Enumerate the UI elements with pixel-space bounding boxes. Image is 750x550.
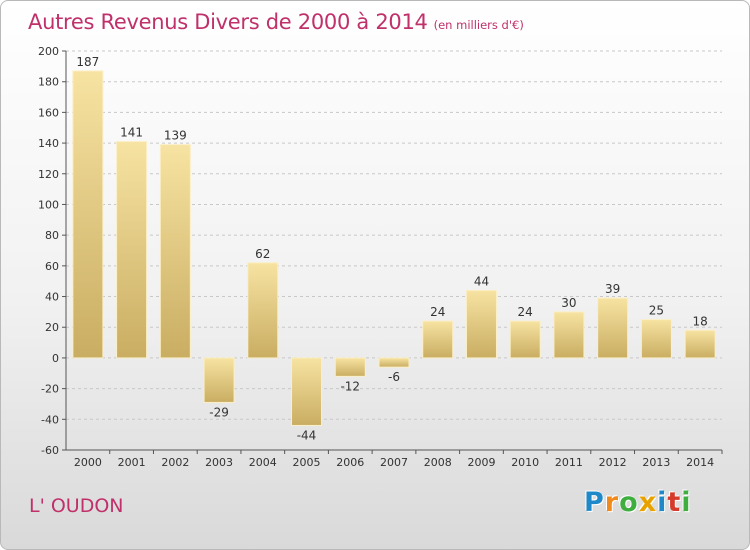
data-label: 18 bbox=[692, 314, 707, 328]
bar-2014 bbox=[684, 329, 716, 359]
x-tick-label: 2005 bbox=[293, 456, 321, 469]
bar-2006 bbox=[334, 357, 366, 377]
data-labels: 187 141 139 -29 62 -44 -12 -6 24 44 24 30 39 25 18 bbox=[76, 55, 707, 442]
bar-2011 bbox=[553, 311, 585, 359]
logo-letter: o bbox=[619, 487, 639, 518]
y-tick-label: 160 bbox=[38, 106, 59, 119]
chart-title: Autres Revenus Divers de 2000 à 2014 (en … bbox=[28, 10, 524, 34]
data-label: 139 bbox=[164, 129, 187, 143]
y-tick-label: 20 bbox=[45, 321, 59, 334]
y-tick-label: 0 bbox=[52, 352, 59, 365]
y-tick-label: 100 bbox=[38, 198, 59, 211]
y-tick-label: 80 bbox=[45, 229, 59, 242]
x-tick-label: 2003 bbox=[205, 456, 233, 469]
x-tick-label: 2009 bbox=[467, 456, 495, 469]
bar-2004 bbox=[247, 262, 279, 359]
x-tick-label: 2002 bbox=[161, 456, 189, 469]
logo-letter: t bbox=[667, 487, 682, 518]
x-tick-label: 2007 bbox=[380, 456, 408, 469]
data-label: -44 bbox=[297, 428, 317, 442]
y-tick-label: -60 bbox=[41, 444, 59, 457]
x-tick-label: 2012 bbox=[599, 456, 627, 469]
data-label: -6 bbox=[388, 370, 400, 384]
bar-2003 bbox=[203, 357, 235, 403]
bar-2008 bbox=[422, 320, 454, 359]
x-tick-labels: 2000 2001 2002 2003 2004 2005 2006 2007 2008 2009… bbox=[74, 456, 714, 469]
x-tick-label: 2011 bbox=[555, 456, 583, 469]
data-label: 141 bbox=[120, 126, 143, 140]
logo-letter: r bbox=[604, 487, 620, 518]
x-tick-label: 2008 bbox=[424, 456, 452, 469]
bar-2009 bbox=[465, 289, 497, 359]
x-tick-label: 2006 bbox=[336, 456, 364, 469]
bar-2005 bbox=[291, 357, 323, 426]
x-tick-label: 2014 bbox=[686, 456, 714, 469]
axes bbox=[62, 50, 723, 454]
logo-letter: P bbox=[584, 487, 605, 518]
x-tick-label: 2001 bbox=[118, 456, 146, 469]
data-label: 62 bbox=[255, 247, 270, 261]
data-label: -12 bbox=[340, 379, 360, 393]
bar-2002 bbox=[159, 144, 191, 359]
data-label: 39 bbox=[605, 282, 620, 296]
x-tick-label: 2010 bbox=[511, 456, 539, 469]
data-label: 24 bbox=[430, 305, 445, 319]
y-tick-label: 60 bbox=[45, 260, 59, 273]
y-tick-label: 40 bbox=[45, 291, 59, 304]
y-tick-label: 180 bbox=[38, 76, 59, 89]
y-tick-label: -40 bbox=[41, 413, 59, 426]
data-label: 44 bbox=[474, 274, 489, 288]
proxiti-logo[interactable]: Proxiti bbox=[584, 487, 692, 518]
bars bbox=[72, 70, 716, 426]
x-tick-label: 2000 bbox=[74, 456, 102, 469]
data-label: 25 bbox=[649, 304, 664, 318]
bar-2012 bbox=[597, 297, 629, 359]
bar-2001 bbox=[116, 141, 148, 359]
chart-subtitle: (en milliers d'€) bbox=[433, 18, 524, 32]
y-tick-label: -20 bbox=[41, 383, 59, 396]
y-tick-label: 140 bbox=[38, 137, 59, 150]
logo-letter: i bbox=[681, 487, 692, 518]
y-tick-label: 200 bbox=[38, 45, 59, 58]
data-label: 30 bbox=[561, 296, 576, 310]
bar-2010 bbox=[509, 320, 541, 359]
x-tick-label: 2004 bbox=[249, 456, 277, 469]
bar-2013 bbox=[640, 319, 672, 359]
bar-2000 bbox=[72, 70, 104, 359]
bar-2007 bbox=[378, 357, 410, 368]
data-label: 24 bbox=[518, 305, 533, 319]
commune-name: L' OUDON bbox=[29, 495, 124, 517]
chart-title-text: Autres Revenus Divers de 2000 à 2014 bbox=[28, 10, 428, 34]
logo-letter: x bbox=[638, 487, 658, 518]
data-label: 187 bbox=[76, 55, 99, 69]
y-tick-labels: -60 -40 -20 0 20 40 60 80 100 120 140 160 180 200 bbox=[38, 45, 59, 457]
x-tick-label: 2013 bbox=[642, 456, 670, 469]
data-label: -29 bbox=[209, 405, 229, 419]
y-tick-label: 120 bbox=[38, 168, 59, 181]
logo-letter: i bbox=[657, 487, 668, 518]
